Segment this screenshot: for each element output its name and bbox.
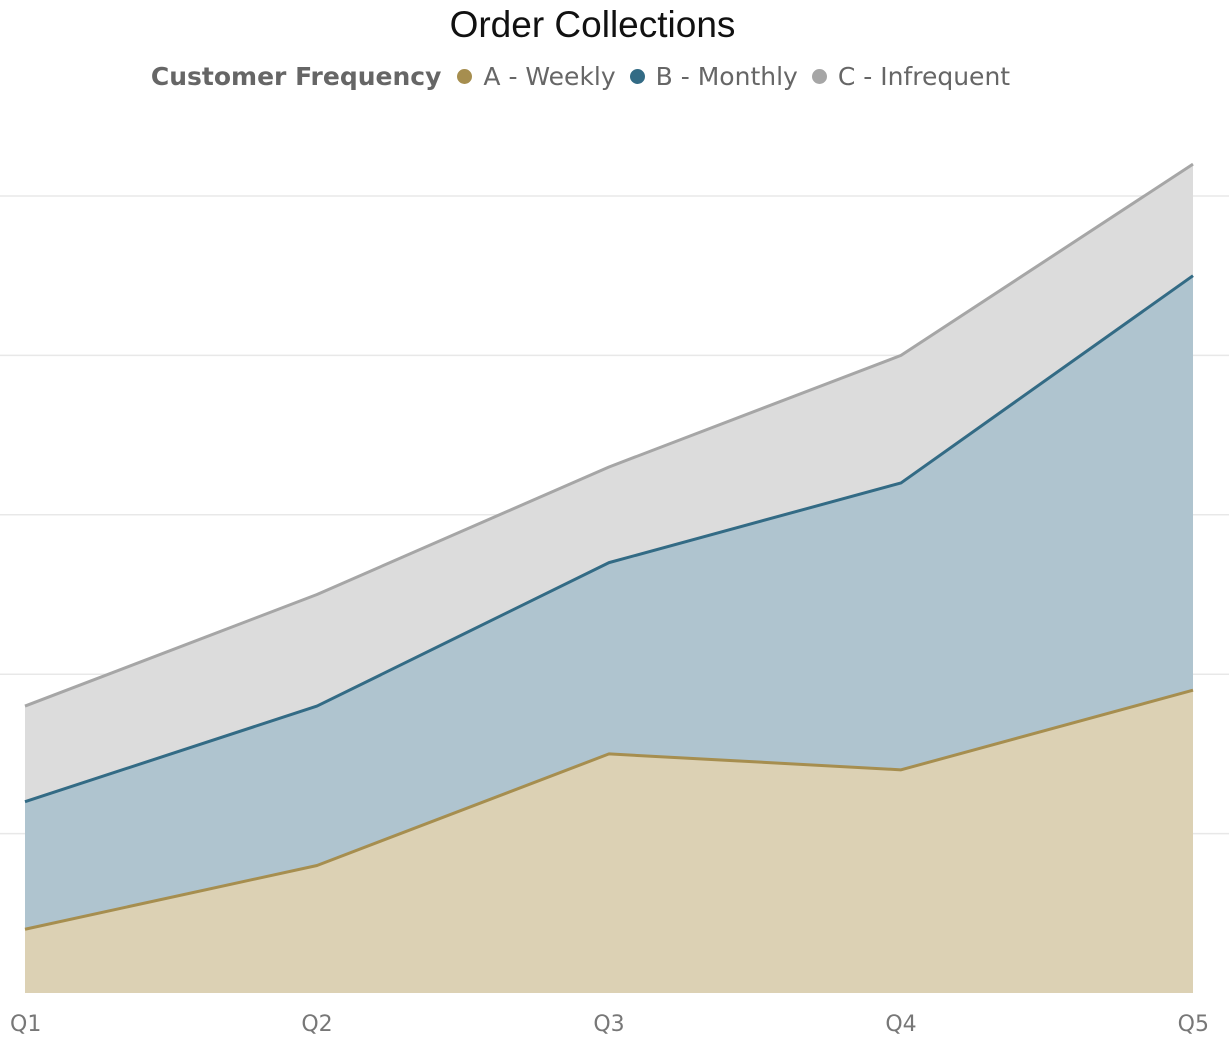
x-tick-label: Q2 [301,1012,332,1037]
x-tick-label: Q4 [885,1012,916,1037]
x-tick-label: Q3 [593,1012,624,1037]
legend-title: Customer Frequency [150,62,442,91]
legend-item-weekly[interactable]: A - Weekly [457,62,616,91]
x-axis-tick-labels: Q1 Q2 Q3 Q4 Q5 [10,1012,1209,1037]
legend-label-monthly: B - Monthly [655,62,798,91]
area-fill-a-weekly [25,690,1193,993]
legend-item-infrequent[interactable]: C - Infrequent [811,62,1011,91]
legend-marker-weekly [457,69,473,84]
area-fills [25,164,1193,993]
series-lines [24,162,1194,931]
legend-label-weekly: A - Weekly [483,62,616,91]
x-tick-label: Q5 [1178,1012,1209,1037]
legend-marker-infrequent [811,69,827,84]
chart-title: Order Collections [449,4,736,45]
area-fill-c-infrequent [25,164,1193,802]
area-fill-b-monthly [25,275,1193,930]
x-tick-label: Q1 [10,1012,41,1037]
legend: Customer Frequency A - Weekly B - Monthl… [0,62,1175,91]
legend-label-infrequent: C - Infrequent [837,62,1011,91]
legend-marker-monthly [629,69,645,84]
legend-item-monthly[interactable]: B - Monthly [629,62,798,91]
